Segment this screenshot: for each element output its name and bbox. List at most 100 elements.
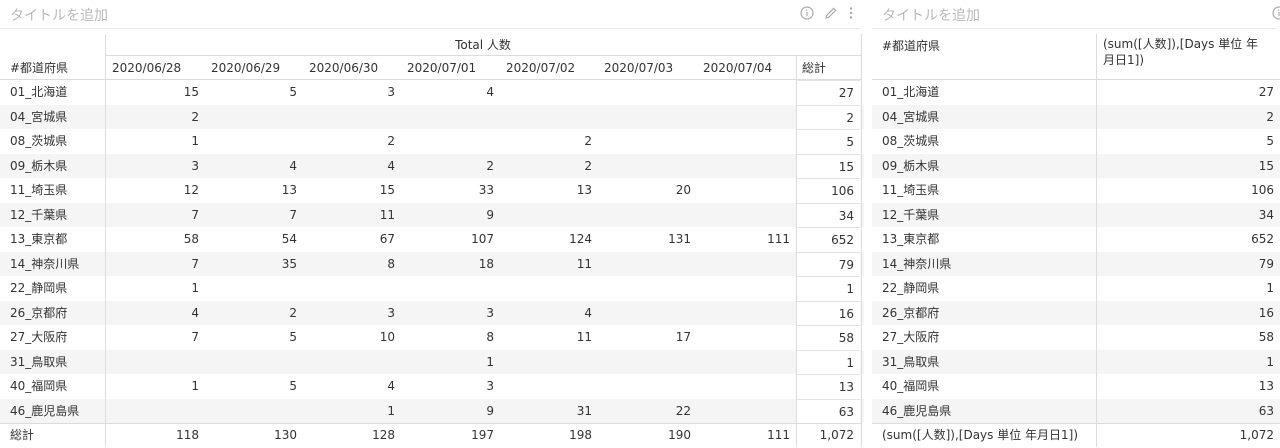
row-label[interactable]: 11_埼玉県	[882, 183, 940, 197]
value-cell[interactable]	[598, 350, 697, 374]
info-icon[interactable]	[800, 6, 814, 20]
value-cell[interactable]: 7	[191, 207, 199, 222]
row-label[interactable]: 14_神奈川県	[10, 256, 80, 271]
value-cell[interactable]: 18	[478, 256, 494, 271]
grand-total-cell[interactable]: 111	[767, 428, 790, 442]
value-cell[interactable]	[205, 129, 303, 153]
value-cell[interactable]: 58	[183, 232, 199, 246]
column-header[interactable]: 2020/07/01	[407, 61, 477, 75]
value-cell[interactable]: 27	[1258, 85, 1274, 99]
value-cell[interactable]: 4	[289, 158, 297, 173]
value-cell[interactable]: 4	[387, 379, 395, 393]
row-label[interactable]: 46_鹿児島県	[882, 403, 952, 418]
column-header[interactable]: 2020/06/29	[211, 61, 281, 75]
column-header[interactable]: 総計	[802, 61, 827, 75]
grand-total-cell[interactable]: 1,072	[1239, 428, 1274, 442]
grand-total-cell[interactable]: 198	[569, 428, 592, 442]
value-cell[interactable]: 3	[191, 158, 199, 173]
value-cell[interactable]: 1	[191, 281, 199, 295]
value-cell[interactable]: 9	[486, 207, 494, 222]
value-cell[interactable]	[697, 301, 796, 325]
value-cell[interactable]: 16	[1258, 305, 1274, 320]
value-cell[interactable]: 8	[486, 330, 494, 344]
row-label[interactable]: 22_静岡県	[882, 281, 940, 295]
panel-title[interactable]: タイトルを追加	[882, 8, 980, 24]
row-total-cell[interactable]: 5	[796, 129, 860, 153]
value-cell[interactable]: 33	[478, 183, 494, 197]
value-cell[interactable]: 111	[767, 232, 790, 246]
value-cell[interactable]: 34	[1258, 207, 1274, 222]
grand-total-cell[interactable]: 128	[372, 428, 395, 442]
value-cell[interactable]	[697, 374, 796, 398]
row-total-cell[interactable]: 16	[796, 300, 860, 325]
value-header[interactable]: (sum([人数]),[Days 単位 年月日1])	[1103, 37, 1259, 67]
row-label[interactable]: 13_東京都	[882, 232, 940, 246]
value-cell[interactable]	[205, 105, 303, 129]
row-label[interactable]: 40_福岡県	[10, 379, 68, 393]
row-label[interactable]: 14_神奈川県	[882, 256, 952, 271]
column-header[interactable]: 2020/07/03	[604, 61, 674, 75]
row-label[interactable]: 26_京都府	[882, 305, 940, 320]
value-cell[interactable]	[697, 178, 796, 202]
value-cell[interactable]	[500, 374, 598, 398]
grand-total-cell[interactable]: 1,072	[819, 428, 854, 442]
row-label[interactable]: 22_静岡県	[10, 281, 68, 295]
value-cell[interactable]: 17	[675, 330, 691, 344]
value-cell[interactable]: 1	[1266, 281, 1274, 295]
value-cell[interactable]: 2	[289, 305, 297, 320]
row-label[interactable]: 08_茨城県	[10, 134, 68, 148]
value-cell[interactable]: 3	[486, 305, 494, 320]
row-header[interactable]: #都道府県	[10, 61, 69, 75]
row-label[interactable]: 01_北海道	[882, 85, 940, 99]
row-label[interactable]: 04_宮城県	[10, 109, 68, 124]
value-cell[interactable]: 13	[1258, 379, 1274, 393]
value-cell[interactable]: 5	[289, 379, 297, 393]
value-cell[interactable]: 2	[584, 158, 592, 173]
grand-total-label[interactable]: (sum([人数]),[Days 単位 年月日1])	[882, 428, 1079, 442]
value-cell[interactable]: 1	[486, 354, 494, 369]
value-cell[interactable]: 1	[191, 134, 199, 148]
value-cell[interactable]: 9	[486, 403, 494, 418]
grand-total-cell[interactable]: 118	[176, 428, 199, 442]
row-total-cell[interactable]: 27	[796, 80, 860, 104]
row-label[interactable]: 40_福岡県	[882, 379, 940, 393]
value-cell[interactable]	[598, 203, 697, 227]
value-cell[interactable]: 63	[1258, 403, 1274, 418]
value-cell[interactable]: 20	[675, 183, 691, 197]
value-cell[interactable]	[303, 105, 401, 129]
column-header[interactable]: 2020/06/28	[112, 61, 182, 75]
panel-title[interactable]: タイトルを追加	[10, 8, 108, 24]
value-cell[interactable]: 12	[183, 183, 199, 197]
value-cell[interactable]: 15	[1258, 158, 1274, 173]
value-cell[interactable]: 8	[387, 256, 395, 271]
column-header[interactable]: 2020/07/04	[703, 61, 773, 75]
value-cell[interactable]: 1	[191, 379, 199, 393]
value-cell[interactable]	[106, 399, 205, 423]
row-total-cell[interactable]: 63	[796, 398, 860, 423]
value-cell[interactable]	[598, 374, 697, 398]
value-cell[interactable]: 79	[1258, 256, 1274, 271]
value-cell[interactable]	[598, 276, 697, 300]
value-cell[interactable]	[598, 129, 697, 153]
value-cell[interactable]	[697, 350, 796, 374]
value-cell[interactable]	[500, 203, 598, 227]
column-header[interactable]: 2020/07/02	[506, 61, 576, 75]
row-label[interactable]: 26_京都府	[10, 305, 68, 320]
value-cell[interactable]: 106	[1251, 183, 1274, 197]
row-label[interactable]: 46_鹿児島県	[10, 403, 80, 418]
grand-total-cell[interactable]: 130	[274, 428, 297, 442]
value-cell[interactable]	[205, 350, 303, 374]
row-label[interactable]: 04_宮城県	[882, 109, 940, 124]
info-icon[interactable]	[1272, 6, 1280, 20]
value-cell[interactable]	[697, 105, 796, 129]
row-label[interactable]: 09_栃木県	[882, 158, 940, 173]
row-total-cell[interactable]: 1	[796, 349, 860, 374]
value-cell[interactable]: 15	[379, 183, 395, 197]
row-label[interactable]: 31_鳥取県	[882, 354, 940, 369]
value-cell[interactable]	[697, 203, 796, 227]
value-cell[interactable]	[697, 399, 796, 423]
value-cell[interactable]: 13	[281, 183, 297, 197]
value-cell[interactable]: 58	[1258, 330, 1274, 344]
row-label[interactable]: 01_北海道	[10, 85, 68, 99]
row-total-cell[interactable]: 58	[796, 325, 860, 349]
